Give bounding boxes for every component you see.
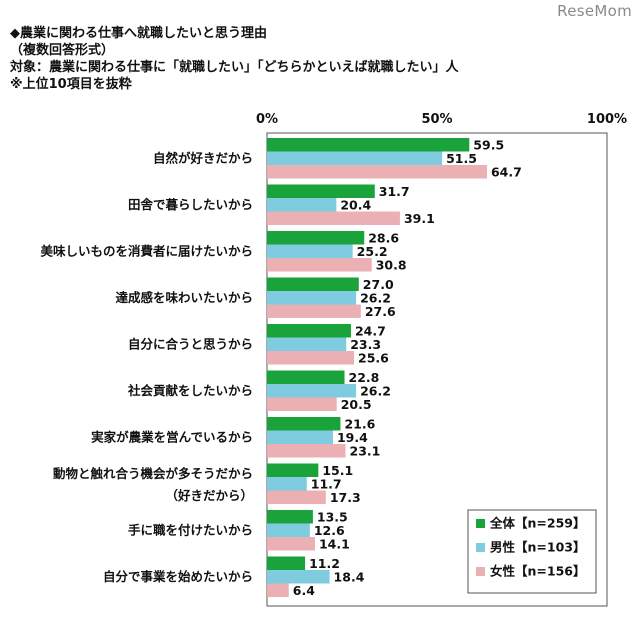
chart-title: ◆農業に関わる仕事へ就職したいと思う理由 [10, 26, 267, 41]
bar [267, 490, 326, 504]
bar [267, 384, 357, 398]
bar [267, 304, 361, 318]
category-label: 自分に合うと思うから [128, 336, 253, 351]
bar [267, 370, 345, 384]
data-label: 15.1 [322, 463, 353, 478]
bar [267, 397, 337, 411]
data-label: 25.6 [358, 350, 389, 365]
category-label: 実家が農業を営んでいるから [91, 429, 253, 444]
bar [267, 570, 330, 584]
bar [267, 583, 289, 597]
extract-note: ※上位10項目を抜粋 [10, 77, 132, 92]
x-tick-label: 50% [421, 112, 452, 127]
data-label: 59.5 [473, 137, 504, 152]
bar [267, 337, 347, 351]
target-note: 対象：農業に関わる仕事に「就職したい」「どちらかといえば就職したい」人 [10, 60, 459, 75]
plot-frame [266, 132, 608, 607]
bar [267, 430, 333, 444]
data-label: 17.3 [330, 490, 361, 505]
data-label: 22.8 [349, 370, 380, 385]
x-tick-label: 0% [256, 112, 278, 127]
bar [267, 198, 337, 212]
data-label: 6.4 [293, 583, 315, 598]
bar [267, 324, 351, 338]
bar [267, 417, 341, 431]
data-label: 27.0 [363, 277, 394, 292]
bar [267, 477, 307, 491]
data-label: 39.1 [404, 211, 435, 226]
legend-label: 女性【n=156】 [490, 564, 585, 579]
legend-swatch [476, 543, 485, 552]
bar [267, 291, 357, 305]
category-label: 達成感を味わいたいから [115, 290, 253, 305]
data-label: 23.3 [350, 337, 381, 352]
legend-box [467, 509, 597, 594]
chart-subtitle: （複数回答形式） [10, 43, 115, 58]
data-label: 18.4 [334, 569, 365, 584]
legend-swatch [476, 567, 485, 576]
category-label: 社会貢献をしたいから [127, 383, 253, 398]
bar [267, 523, 310, 537]
bar [267, 537, 315, 551]
bar [267, 151, 443, 165]
bar [267, 277, 359, 291]
bar [267, 184, 375, 198]
legend-label: 男性【n=103】 [490, 540, 585, 555]
category-label: 自分で事業を始めたいから [103, 569, 253, 584]
bar [267, 258, 372, 272]
category-label: 田舎で暮らしたいから [128, 197, 253, 212]
data-label: 26.2 [360, 290, 391, 305]
category-label: 動物と触れ合う機会が多そうだから [53, 466, 253, 481]
data-label: 21.6 [344, 416, 375, 431]
category-label: 自然が好きだから [153, 150, 253, 165]
data-label: 12.6 [314, 523, 345, 538]
bar [267, 211, 400, 225]
data-label: 25.2 [357, 244, 388, 259]
category-label: 美味しいものを消費者に届けたいから [40, 243, 253, 258]
data-label: 13.5 [317, 509, 348, 524]
data-label: 11.7 [311, 476, 342, 491]
bar [267, 510, 313, 524]
data-label: 30.8 [376, 257, 407, 272]
data-label: 19.4 [337, 430, 368, 445]
data-label: 20.5 [341, 397, 372, 412]
category-label: 手に職を付けたいから [128, 522, 253, 537]
data-label: 27.6 [365, 304, 396, 319]
x-tick-label: 100% [587, 112, 627, 127]
bar [267, 444, 346, 458]
bar [267, 231, 365, 245]
data-label: 24.7 [355, 323, 386, 338]
bar [267, 463, 319, 477]
data-label: 51.5 [446, 151, 477, 166]
data-label: 64.7 [491, 164, 522, 179]
data-label: 28.6 [368, 230, 399, 245]
bar [267, 244, 353, 258]
legend-swatch [476, 519, 485, 528]
bar [267, 165, 487, 179]
bar [267, 556, 306, 570]
data-label: 11.2 [309, 556, 340, 571]
watermark: ReseMom [557, 2, 632, 20]
legend-label: 全体【n=259】 [489, 516, 585, 531]
bar [267, 138, 470, 152]
data-label: 20.4 [340, 197, 371, 212]
data-label: 23.1 [350, 443, 381, 458]
bar [267, 351, 355, 365]
data-label: 31.7 [379, 184, 410, 199]
data-label: 14.1 [319, 536, 350, 551]
data-label: 26.2 [360, 383, 391, 398]
category-label: （好きだから） [165, 488, 253, 503]
